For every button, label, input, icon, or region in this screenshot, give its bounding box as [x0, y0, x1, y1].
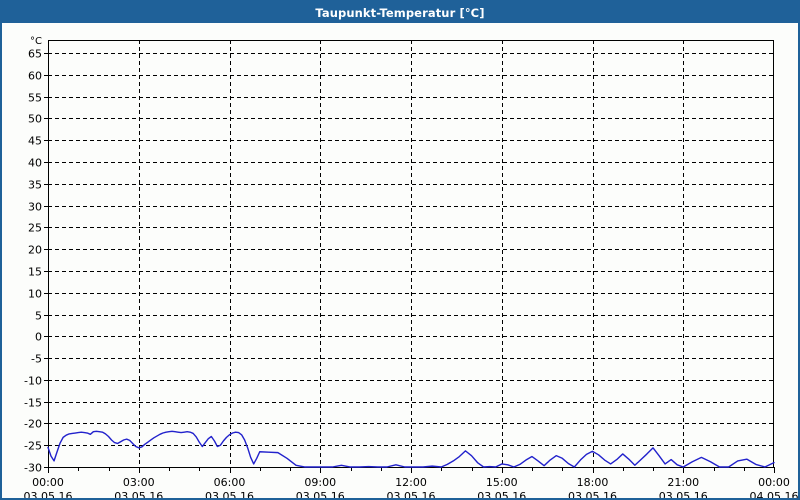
window-title-bar: Taupunkt-Temperatur [°C]	[2, 2, 798, 23]
y-tick-label: -5	[31, 353, 42, 366]
y-tick-label: 60	[28, 70, 42, 83]
axis-ticks	[44, 53, 775, 473]
y-tick-label: -30	[24, 462, 42, 475]
y-tick-label: -15	[24, 397, 42, 410]
x-tick-time-label: 00:00	[758, 476, 790, 489]
x-tick-date-label: 03.05.16	[296, 490, 345, 498]
y-tick-label: 0	[35, 331, 42, 344]
y-tick-label: -10	[24, 375, 42, 388]
y-tick-label: 50	[28, 113, 42, 126]
x-tick-time-label: 00:00	[32, 476, 64, 489]
x-tick-time-label: 03:00	[123, 476, 155, 489]
y-tick-label: 20	[28, 244, 42, 257]
plot-area: 65 60 55 50 45 40 35 30 25 20 15 10 5 0 -5 -10 -15 -20 -25…	[2, 23, 798, 498]
y-tick-label: 45	[28, 135, 42, 148]
x-tick-date-label: 03.05.16	[477, 490, 526, 498]
x-axis-labels: 00:0003.05.1603:0003.05.1606:0003.05.160…	[24, 476, 798, 498]
x-tick-time-label: 15:00	[486, 476, 518, 489]
y-tick-label: -25	[24, 440, 42, 453]
y-tick-label: 5	[35, 310, 42, 323]
x-tick-time-label: 06:00	[214, 476, 246, 489]
y-tick-label: 55	[28, 92, 42, 105]
y-tick-label: 40	[28, 157, 42, 170]
y-axis-labels: 65605550454035302520151050-5-10-15-20-25…	[24, 36, 42, 475]
x-tick-date-label: 03.05.16	[205, 490, 254, 498]
data-series-group	[47, 430, 775, 468]
x-tick-time-label: 12:00	[395, 476, 427, 489]
y-tick-label: -20	[24, 418, 42, 431]
x-tick-time-label: 18:00	[577, 476, 609, 489]
x-tick-date-label: 03.05.16	[114, 490, 163, 498]
x-tick-time-label: 09:00	[304, 476, 336, 489]
y-tick-label: 35	[28, 179, 42, 192]
gridlines	[48, 40, 774, 467]
y-tick-label: 15	[28, 266, 42, 279]
chart-title: Taupunkt-Temperatur [°C]	[315, 5, 485, 20]
y-tick-label: 25	[28, 222, 42, 235]
x-tick-date-label: 04.05.16	[750, 490, 798, 498]
data-series-line	[47, 430, 775, 468]
x-tick-date-label: 03.05.16	[568, 490, 617, 498]
y-tick-label: 65	[28, 48, 42, 61]
x-tick-date-label: 03.05.16	[24, 490, 73, 498]
y-tick-label: 10	[28, 288, 42, 301]
y-tick-label: 30	[28, 201, 42, 214]
x-tick-time-label: 21:00	[667, 476, 699, 489]
x-tick-date-label: 03.05.16	[659, 490, 708, 498]
y-axis-unit-label: °C	[30, 36, 42, 47]
x-tick-date-label: 03.05.16	[387, 490, 436, 498]
line-chart: 65605550454035302520151050-5-10-15-20-25…	[24, 36, 798, 498]
